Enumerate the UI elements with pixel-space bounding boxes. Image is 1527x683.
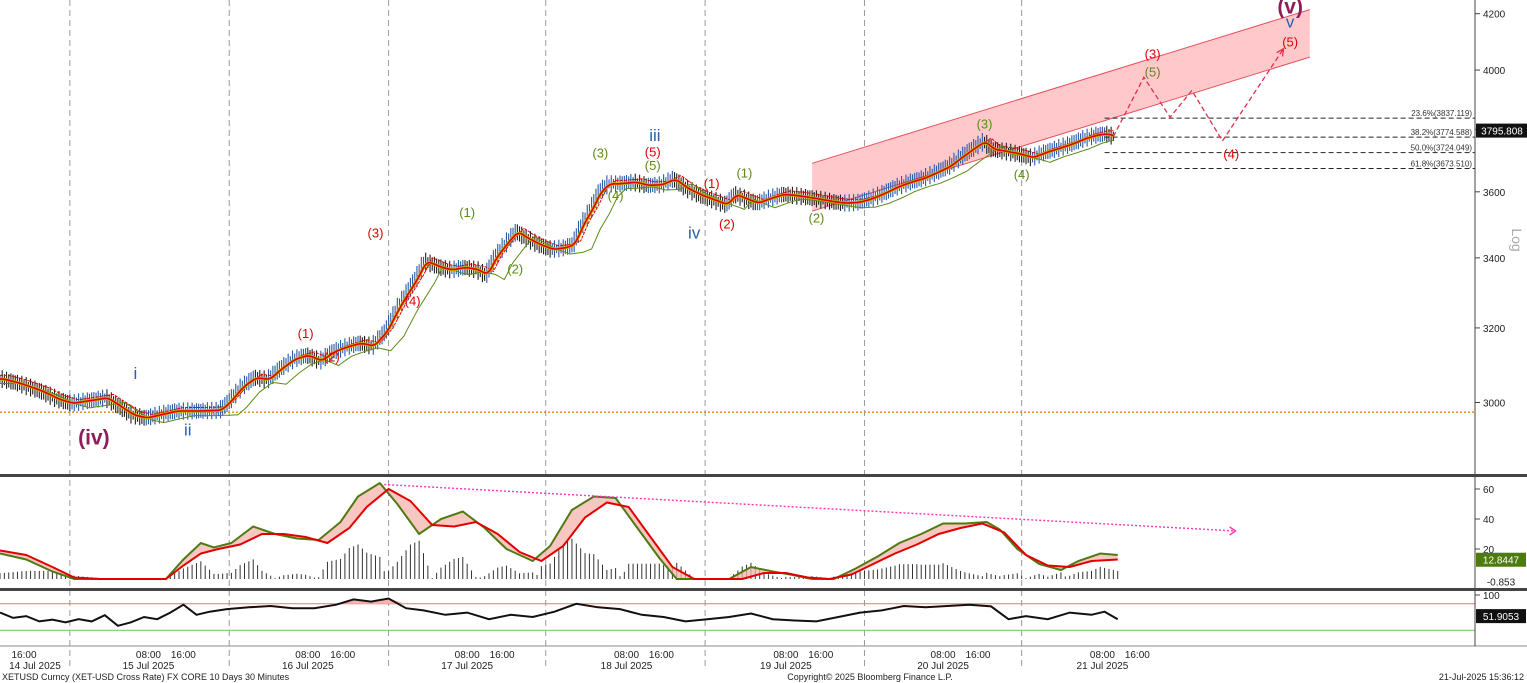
price-channel-fill [812, 9, 1310, 212]
wave-label-8: (2) [507, 261, 523, 276]
scale-label: Log [1509, 228, 1525, 251]
wave-label-21: (5) [1145, 64, 1161, 79]
x-date-label-7: 21 Jul 2025 [1077, 661, 1129, 672]
wave-label-10: (4) [608, 188, 624, 203]
fib-level-label-2: 50.0%(3724.049) [1411, 144, 1473, 153]
price-bars [0, 125, 1114, 426]
x-time-label-7: 08:00 [614, 650, 639, 661]
fib-level-label-3: 61.8%(3673.510) [1411, 159, 1473, 168]
panel-divider-top [0, 474, 1527, 477]
wave-label-23: (4) [1223, 147, 1239, 162]
projection-arrowhead [1276, 47, 1285, 57]
momentum-zero-label: -0.853 [1487, 577, 1516, 588]
footer-right: 21-Jul-2025 15:36:12 [1439, 672, 1524, 682]
momentum-tick-label-0: 20 [1483, 545, 1495, 556]
x-date-label-5: 19 Jul 2025 [760, 661, 812, 672]
x-time-label-8: 16:00 [649, 650, 674, 661]
x-time-label-13: 08:00 [1090, 650, 1115, 661]
price-tick-label-6: 4200 [1483, 10, 1506, 21]
wave-label-16: (2) [719, 216, 735, 231]
moving-average-0 [0, 129, 1114, 416]
x-time-label-0: 16:00 [11, 650, 36, 661]
wave-label-18: (2) [808, 211, 824, 226]
wave-label-3: (1) [298, 326, 314, 341]
x-time-label-1: 08:00 [136, 650, 161, 661]
fib-level-label-0: 23.6%(3837.119) [1411, 109, 1472, 118]
x-time-label-10: 16:00 [808, 650, 833, 661]
x-date-label-3: 17 Jul 2025 [441, 661, 493, 672]
momentum-histogram [0, 538, 1119, 579]
oscillator-line [0, 597, 1119, 627]
wave-label-24: (5) [1282, 35, 1298, 50]
x-date-label-6: 20 Jul 2025 [917, 661, 969, 672]
wave-label-12: (5) [645, 144, 661, 159]
moving-average-1 [0, 139, 1114, 424]
divergence-arrowhead [1229, 526, 1237, 536]
wave-label-25: v [1286, 13, 1295, 32]
wave-label-0: (iv) [78, 426, 110, 449]
panel-divider-bottom [0, 588, 1527, 591]
wave-label-11: (5) [645, 158, 661, 173]
price-tick-label-0: 3000 [1483, 398, 1506, 409]
x-time-label-3: 08:00 [295, 650, 320, 661]
last-price-label: 3795.808 [1481, 127, 1523, 138]
wave-label-26: (v) [1277, 0, 1303, 19]
footer-left: XETUSD Curncy (XET-USD Cross Rate) FX CO… [2, 672, 290, 682]
last-price-box [1476, 123, 1527, 138]
wave-label-9: (3) [592, 146, 608, 161]
wave-label-7: (1) [459, 205, 475, 220]
wave-label-22: (3) [1145, 47, 1161, 62]
oscillator-tick-label: 100 [1483, 591, 1500, 602]
momentum-value-box [1476, 552, 1526, 567]
x-date-label-2: 16 Jul 2025 [282, 661, 334, 672]
wave-label-13: iii [649, 126, 660, 145]
x-date-label-0: 14 Jul 2025 [9, 661, 61, 672]
x-time-label-2: 16:00 [171, 650, 196, 661]
price-tick-label-5: 4000 [1483, 66, 1506, 77]
x-time-label-4: 16:00 [330, 650, 355, 661]
footer: XETUSD Curncy (XET-USD Cross Rate) FX CO… [2, 672, 1524, 682]
x-date-label-4: 18 Jul 2025 [601, 661, 653, 672]
wave-label-14: iv [688, 223, 701, 242]
momentum-panel [0, 481, 1237, 581]
wave-label-15: (1) [704, 176, 720, 191]
smoothed-price-yellow [0, 132, 1114, 420]
x-time-label-6: 16:00 [490, 650, 515, 661]
price-channel-upper [811, 9, 1310, 164]
projection-path [1112, 48, 1285, 143]
smoothed-price-red [0, 133, 1114, 419]
oscillator-value-label: 51.9053 [1483, 612, 1520, 623]
momentum-tick-label-2: 60 [1483, 485, 1495, 496]
price-tick-label-1: 3200 [1483, 324, 1506, 335]
x-time-label-5: 08:00 [455, 650, 480, 661]
oscillator-value-box [1476, 609, 1526, 624]
x-date-label-1: 15 Jul 2025 [123, 661, 175, 672]
momentum-tick-label-1: 40 [1483, 515, 1495, 526]
wave-label-1: i [133, 364, 137, 383]
wave-label-19: (3) [977, 117, 993, 132]
x-time-label-11: 08:00 [931, 650, 956, 661]
wave-label-17: (1) [736, 165, 752, 180]
x-time-label-14: 16:00 [1125, 650, 1150, 661]
momentum-value-label: 12.8447 [1483, 556, 1520, 567]
wave-label-5: (3) [368, 226, 384, 241]
oscillator-panel [0, 597, 1475, 631]
divergence-line [384, 483, 1236, 532]
wave-label-4: (2) [324, 350, 340, 365]
wave-label-20: (4) [1014, 167, 1030, 182]
oscillator-overbought-fill [0, 598, 1118, 604]
x-time-label-12: 16:00 [965, 650, 990, 661]
momentum-fast-line [0, 481, 1118, 580]
x-time-label-9: 08:00 [773, 650, 798, 661]
footer-center: Copyright© 2025 Bloomberg Finance L.P. [787, 672, 953, 682]
wave-label-2: ii [184, 421, 192, 440]
price-tick-label-3: 3600 [1483, 188, 1506, 199]
price-tick-label-2: 3400 [1483, 254, 1506, 265]
wave-label-6: (4) [405, 294, 421, 309]
momentum-slow-line [0, 487, 1118, 581]
price-panel: 23.6%(3837.119) 38.2%(3774.588) 50.0%(3724… [0, 0, 1475, 449]
fib-level-label-1: 38.2%(3774.588) [1411, 128, 1473, 137]
